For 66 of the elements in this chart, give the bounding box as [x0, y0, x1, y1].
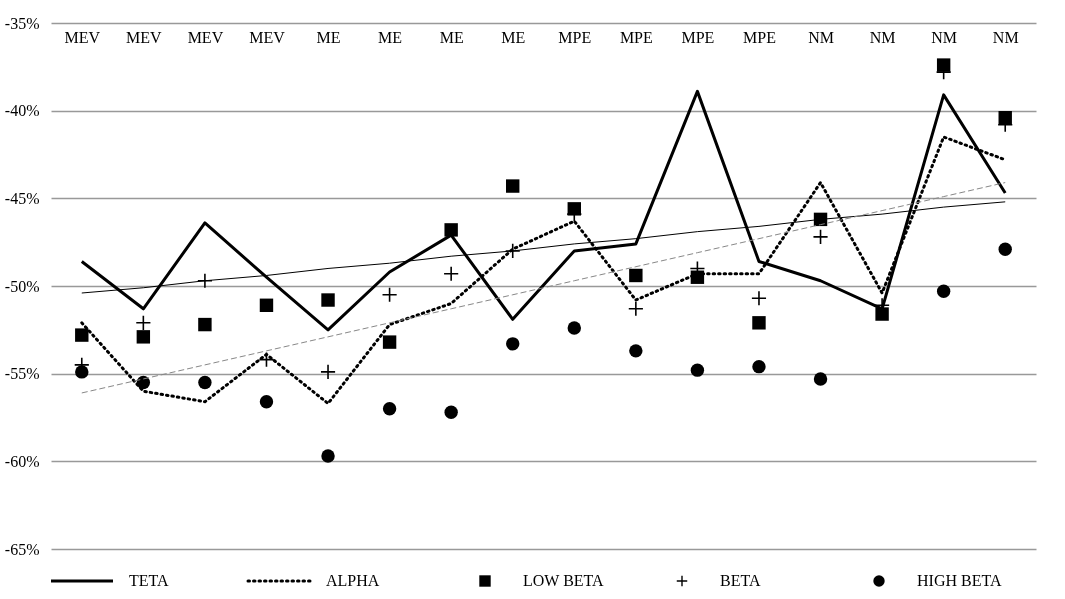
point — [135, 314, 152, 331]
legend-label: HIGH BETA — [917, 572, 1002, 589]
point — [690, 363, 705, 377]
point — [629, 344, 643, 358]
point — [75, 365, 89, 379]
point — [198, 375, 212, 390]
y-tick-label: -60% — [4, 452, 40, 470]
point — [381, 286, 398, 303]
y-tick-label: -65% — [4, 540, 40, 558]
x-tick-label: MEV — [64, 28, 101, 46]
point — [259, 298, 274, 312]
x-tick-label: MPE — [743, 28, 776, 46]
legend-label: TETA — [129, 572, 170, 589]
point — [258, 351, 275, 368]
x-tick-label: NM — [808, 28, 834, 46]
point — [813, 372, 828, 386]
point — [690, 270, 705, 284]
point — [627, 300, 644, 317]
point — [567, 321, 581, 335]
x-tick-label: MEV — [187, 28, 224, 46]
y-tick-label: -55% — [4, 365, 40, 383]
point — [629, 268, 643, 283]
y-tick-label: -35% — [4, 14, 40, 32]
point — [321, 293, 335, 307]
point — [752, 359, 766, 374]
point — [506, 179, 520, 193]
x-tick-label: MPE — [681, 28, 715, 46]
x-tick-label: MPE — [558, 28, 592, 46]
x-tick-label: ME — [316, 28, 341, 46]
point — [197, 272, 213, 289]
point — [198, 317, 212, 332]
y-tick-label: -45% — [4, 189, 40, 207]
point — [382, 402, 397, 416]
point — [875, 307, 889, 321]
point — [936, 284, 951, 298]
legend-label: BETA — [720, 572, 761, 589]
point — [443, 265, 460, 282]
legend-label: LOW BETA — [523, 572, 605, 589]
x-tick-label: MPE — [619, 28, 653, 46]
legend-label: ALPHA — [326, 572, 380, 589]
point — [504, 243, 521, 259]
point — [259, 395, 274, 409]
point — [751, 290, 767, 307]
x-tick-label: NM — [869, 28, 896, 46]
x-tick-label: NM — [931, 28, 958, 46]
point — [136, 375, 151, 390]
point — [321, 449, 335, 463]
point — [444, 223, 458, 237]
y-tick-label: -50% — [4, 277, 40, 295]
x-tick-label: ME — [501, 28, 526, 46]
x-tick-label: MEV — [126, 28, 163, 46]
point — [136, 330, 151, 344]
x-tick-label: NM — [992, 28, 1019, 46]
point — [506, 337, 520, 351]
point — [382, 335, 397, 349]
x-tick-label: ME — [439, 28, 464, 46]
x-tick-label: MEV — [249, 28, 286, 46]
line-series — [81, 182, 1006, 394]
point — [998, 242, 1012, 256]
point — [812, 229, 829, 245]
x-tick-label: ME — [378, 28, 403, 46]
point — [444, 405, 458, 419]
point — [752, 316, 766, 330]
y-tick-label: -40% — [4, 102, 40, 120]
point — [320, 364, 336, 380]
point — [75, 328, 89, 342]
